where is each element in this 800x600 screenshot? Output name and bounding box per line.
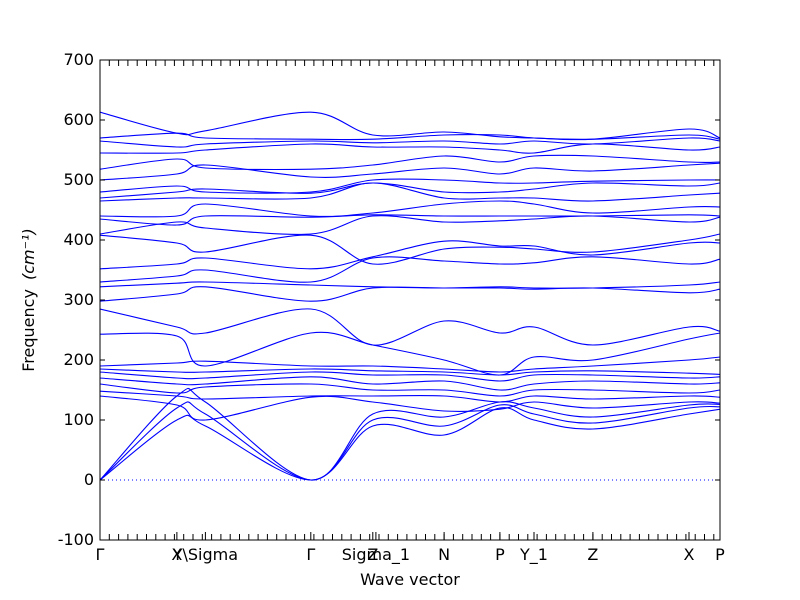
band-line: [100, 383, 720, 397]
y-tick-label: 500: [63, 170, 94, 189]
x-tick-label: Γ: [96, 545, 105, 564]
band-line: [100, 390, 720, 403]
band-line: [100, 233, 720, 265]
band-line: [100, 401, 720, 481]
y-axis-label-unit: (cm⁻¹): [19, 228, 38, 280]
band-line: [100, 111, 720, 141]
band-line: [100, 395, 720, 421]
x-tick-label: Γ: [306, 545, 315, 564]
y-axis-label-text: Frequency: [19, 289, 38, 372]
x-tick-label: Y_1: [519, 545, 548, 565]
y-tick-label: -100: [58, 530, 94, 549]
x-tick-label: Sigma_1: [342, 545, 410, 565]
band-line: [100, 215, 720, 235]
y-tick-label: 200: [63, 350, 94, 369]
band-line: [100, 331, 720, 376]
x-tick-label: N: [438, 545, 450, 564]
band-line: [100, 132, 720, 141]
series-layer: [100, 111, 720, 481]
band-line: [100, 368, 720, 376]
y-tick-label: 700: [63, 50, 94, 69]
x-tick-label: Y\Sigma: [172, 545, 238, 564]
x-tick-label: Z: [587, 545, 598, 564]
y-tick-label: 400: [63, 230, 94, 249]
band-line: [100, 182, 720, 199]
band-line: [100, 143, 720, 154]
band-line: [100, 256, 720, 283]
band-line: [100, 281, 720, 289]
y-tick-label: 300: [63, 290, 94, 309]
x-tick-label: P: [715, 545, 725, 564]
y-axis: -100 0 100 200 300 400 500 600 700: [58, 50, 720, 549]
y-tick-label: 100: [63, 410, 94, 429]
x-tick-label: X: [684, 545, 695, 564]
band-line: [100, 376, 720, 391]
x-axis-label: Wave vector: [360, 570, 460, 589]
x-tick-label: X: [171, 545, 182, 564]
band-line: [100, 154, 720, 171]
band-line: [100, 178, 720, 194]
y-axis-label: Frequency (cm⁻¹): [19, 228, 38, 371]
x-tick-label: Z: [367, 545, 378, 564]
band-line: [100, 200, 720, 218]
x-tick-label: P: [495, 545, 505, 564]
band-line: [100, 214, 720, 226]
y-tick-label: 0: [84, 470, 94, 489]
band-line: [100, 137, 720, 148]
band-line: [100, 371, 720, 382]
band-line: [100, 240, 720, 270]
band-line: [100, 308, 720, 346]
band-line: [100, 182, 720, 202]
y-tick-label: 600: [63, 110, 94, 129]
